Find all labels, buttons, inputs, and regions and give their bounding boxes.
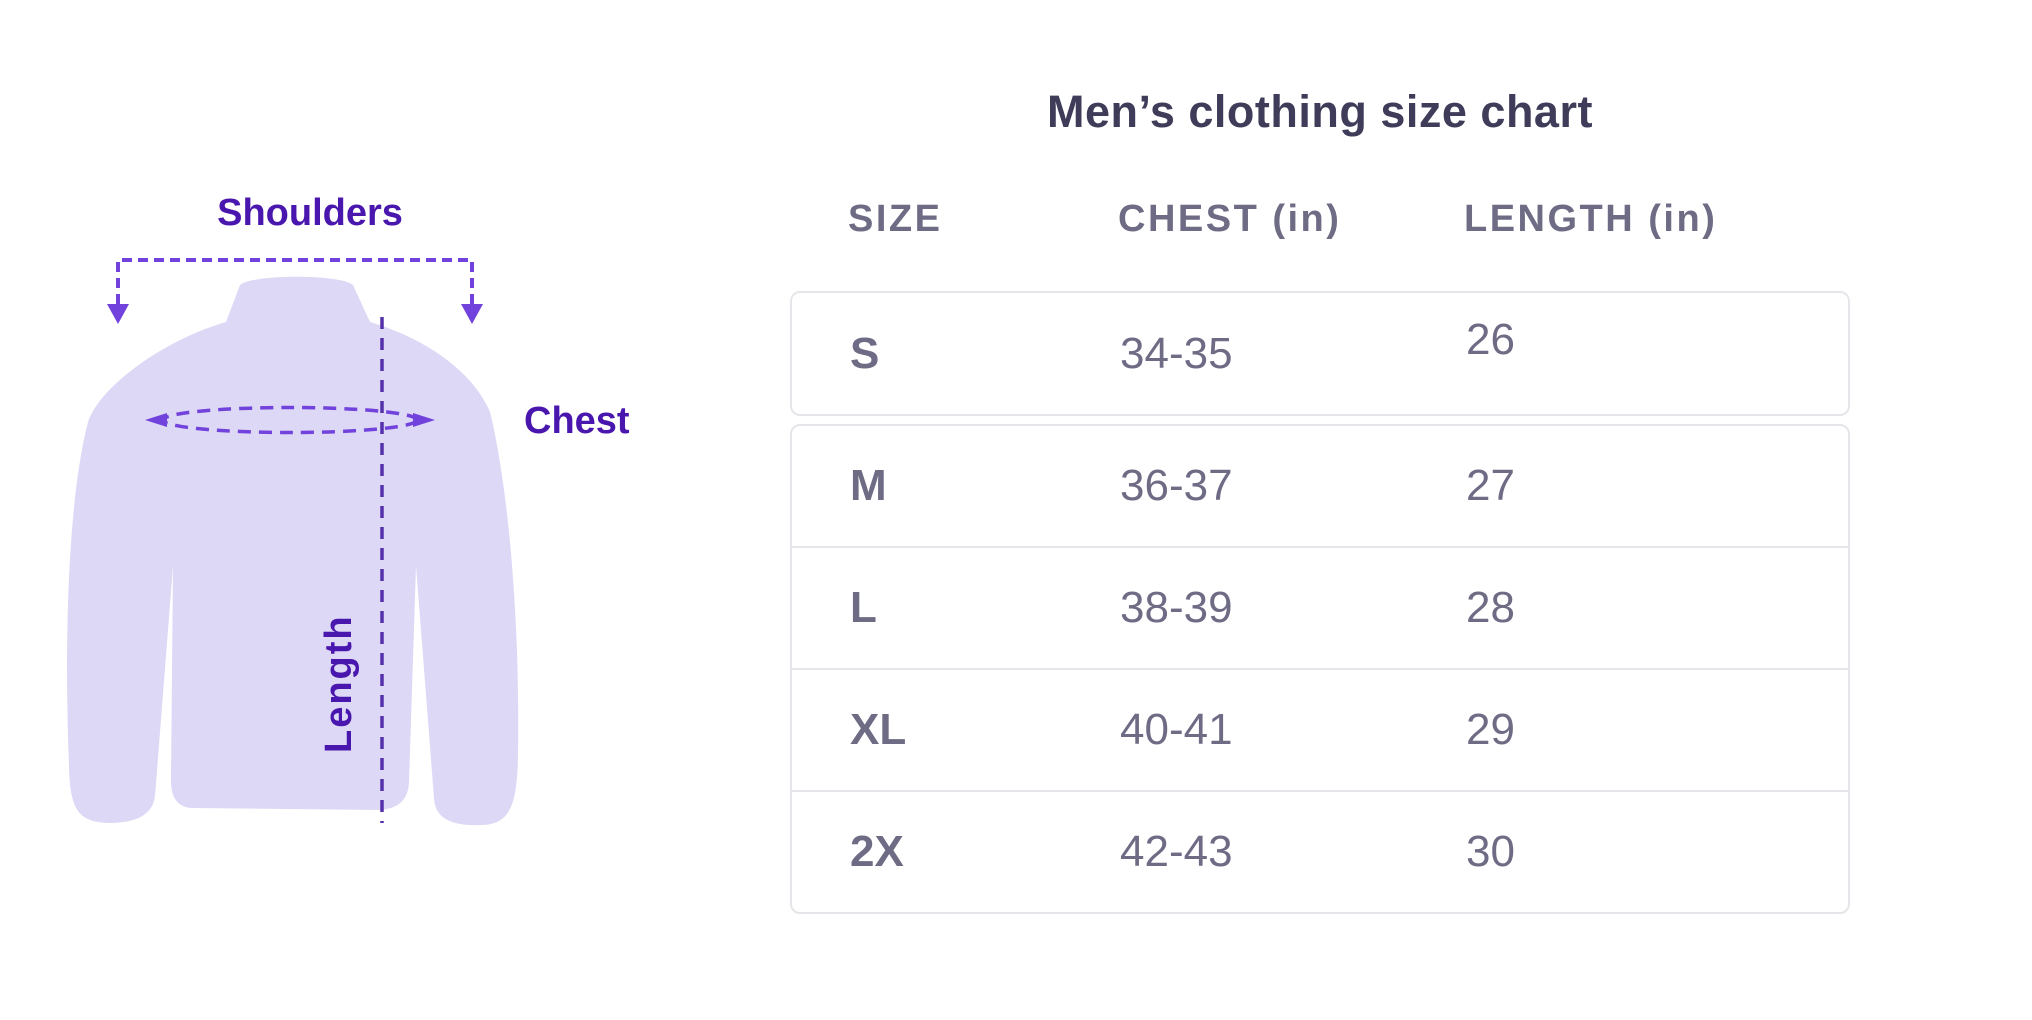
- size-cell: 2X: [850, 827, 904, 876]
- chest-label: Chest: [524, 400, 630, 442]
- page-title: Men’s clothing size chart: [1047, 86, 1593, 137]
- chest-cell: 40-41: [1120, 705, 1233, 754]
- length-label: Length: [318, 614, 360, 754]
- length-cell: 28: [1466, 583, 1515, 632]
- chest-cell: 38-39: [1120, 583, 1233, 632]
- length-cell: 30: [1466, 827, 1515, 876]
- chest-cell: 36-37: [1120, 461, 1233, 510]
- shirt-measurement-illustration: Shoulders Chest Length: [0, 0, 760, 1020]
- shoulders-arrow-right-icon: [461, 304, 483, 324]
- length-cell: 29: [1466, 705, 1515, 754]
- chest-arrow-right-icon: [413, 413, 435, 427]
- shoulders-measure-arrow: [116, 258, 474, 304]
- length-cell: 27: [1466, 461, 1515, 510]
- column-header-size: SIZE: [848, 198, 943, 240]
- table-row: 2X 42-43 30: [792, 790, 1848, 912]
- table-row: L 38-39 28: [792, 546, 1848, 668]
- shoulders-arrow-left-icon: [107, 304, 129, 324]
- size-cell: XL: [850, 705, 907, 754]
- shirt-silhouette: [67, 276, 519, 826]
- length-cell: 26: [1466, 314, 1515, 364]
- chest-cell: 34-35: [1120, 328, 1233, 378]
- size-cell: L: [850, 583, 877, 632]
- table-row: M 36-37 27: [792, 426, 1848, 546]
- table-row: S 34-35 26: [792, 293, 1848, 414]
- chest-cell: 42-43: [1120, 827, 1233, 876]
- shirt-graphic: [67, 258, 519, 826]
- shoulders-label: Shoulders: [217, 192, 403, 234]
- size-cell: M: [850, 461, 887, 510]
- table-group-bottom: M 36-37 27 L 38-39 28 XL 40-41 29 2X 42-…: [790, 424, 1850, 914]
- table-row: XL 40-41 29: [792, 668, 1848, 790]
- column-header-chest: CHEST (in): [1118, 198, 1342, 240]
- column-header-length: LENGTH (in): [1464, 198, 1718, 240]
- table-group-top: S 34-35 26: [790, 291, 1850, 416]
- size-cell: S: [850, 328, 880, 378]
- chest-arrow-left-icon: [145, 413, 167, 427]
